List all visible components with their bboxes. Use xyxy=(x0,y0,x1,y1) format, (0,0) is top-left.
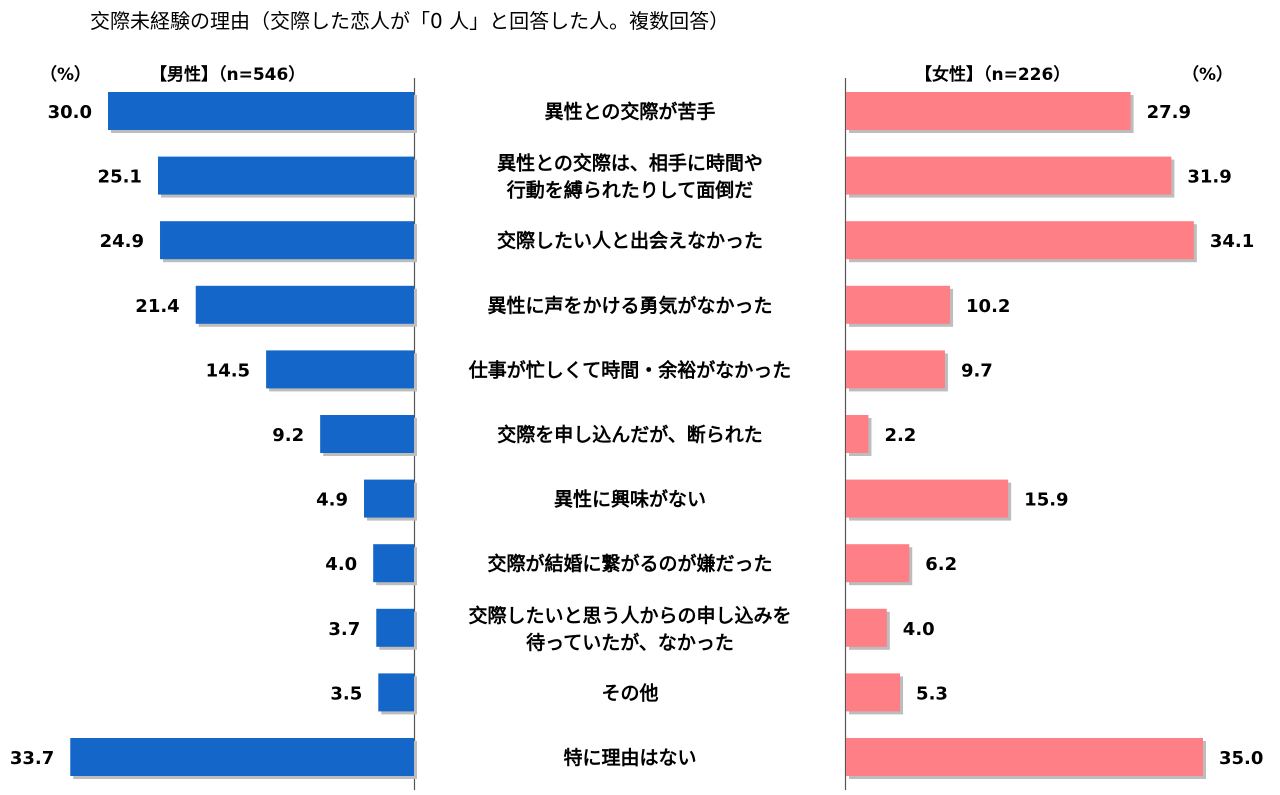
bar-male xyxy=(373,544,414,583)
bar-female xyxy=(846,479,1009,518)
data-label-male: 14.5 xyxy=(206,360,250,381)
bar-male xyxy=(157,156,415,195)
bar-female xyxy=(846,415,869,453)
data-label-male: 24.9 xyxy=(100,231,144,252)
bar-female xyxy=(846,350,945,389)
bar-male xyxy=(108,92,414,130)
bar-male xyxy=(376,608,414,647)
data-label-female: 35.0 xyxy=(1219,748,1263,769)
bar-female xyxy=(846,544,910,583)
bar-male xyxy=(266,350,414,389)
data-label-male: 3.5 xyxy=(330,683,362,704)
bar-female xyxy=(846,738,1203,776)
category-label: 異性に声をかける勇気がなかった xyxy=(487,294,772,317)
data-label-female: 9.7 xyxy=(961,360,993,381)
data-label-female: 4.0 xyxy=(903,619,935,640)
category-label: 異性との交際は、相手に時間や行動を縛られたりして面倒だ xyxy=(497,152,763,202)
bar-female xyxy=(846,608,887,647)
category-label: 特に理由はない xyxy=(563,746,696,769)
data-label-male: 33.7 xyxy=(10,748,54,769)
bar-male xyxy=(378,673,414,712)
bar-female xyxy=(846,92,1131,130)
data-label-male: 4.9 xyxy=(316,490,348,511)
data-label-female: 6.2 xyxy=(925,554,957,575)
category-label: 仕事が忙しくて時間・余裕がなかった xyxy=(468,358,791,381)
data-label-female: 34.1 xyxy=(1210,231,1254,252)
data-label-female: 2.2 xyxy=(884,425,916,446)
data-label-male: 9.2 xyxy=(272,425,304,446)
bar-male xyxy=(70,738,414,776)
legend-female: 【女性】（n=226） xyxy=(915,64,1070,85)
bar-male xyxy=(364,479,414,518)
data-label-male: 30.0 xyxy=(48,102,92,123)
bar-male xyxy=(320,415,414,453)
category-label: 交際したい人と出会えなかった xyxy=(497,229,763,252)
unit-label-left: （%） xyxy=(40,64,91,85)
data-label-female: 5.3 xyxy=(916,683,948,704)
category-label: 交際したいと思う人からの申し込みを待っていたが、なかった xyxy=(468,604,791,654)
data-label-female: 31.9 xyxy=(1187,167,1231,188)
data-label-female: 27.9 xyxy=(1147,102,1191,123)
data-label-female: 15.9 xyxy=(1024,490,1068,511)
chart-title: 交際未経験の理由（交際した恋人が「0 人」と回答した人。複数回答） xyxy=(90,9,729,33)
legend-male: 【男性】（n=546） xyxy=(150,64,305,85)
data-label-male: 4.0 xyxy=(325,554,357,575)
unit-label-right: （%） xyxy=(1182,64,1233,85)
bar-female xyxy=(846,673,901,712)
bar-male xyxy=(160,221,414,260)
category-label: 交際が結婚に繋がるのが嫌だった xyxy=(487,552,772,575)
bar-female xyxy=(846,156,1172,195)
data-label-male: 3.7 xyxy=(328,619,360,640)
bar-male xyxy=(195,285,414,324)
data-label-female: 10.2 xyxy=(966,296,1010,317)
data-label-male: 21.4 xyxy=(135,296,179,317)
bar-female xyxy=(846,221,1194,260)
data-label-male: 25.1 xyxy=(98,167,142,188)
category-label: 異性との交際が苦手 xyxy=(545,100,716,123)
bar-female xyxy=(846,285,951,324)
category-label: 異性に興味がない xyxy=(554,488,706,511)
category-label: 交際を申し込んだが、断られた xyxy=(497,423,763,446)
category-label: その他 xyxy=(601,681,658,704)
